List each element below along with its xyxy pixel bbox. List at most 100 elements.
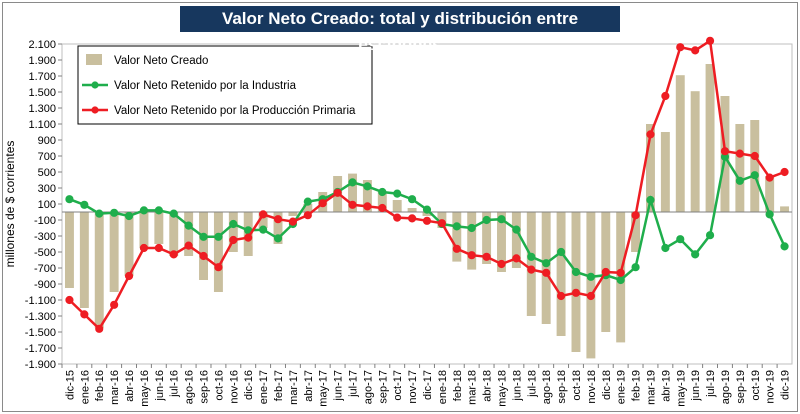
x-tick-label: dic-16 xyxy=(243,370,255,400)
series-point xyxy=(646,130,655,139)
y-axis-label: millones de $ corrientes xyxy=(3,141,17,268)
bar xyxy=(169,212,179,256)
bar xyxy=(94,212,104,328)
x-tick-label: abr-18 xyxy=(482,370,494,402)
series-point xyxy=(214,263,223,272)
series-point xyxy=(646,195,655,205)
series-point xyxy=(184,241,193,250)
x-tick-label: oct-18 xyxy=(571,370,583,401)
series-point xyxy=(422,205,432,214)
legend-label: Valor Neto Retenido por la Producción Pr… xyxy=(114,105,356,117)
series-point xyxy=(631,211,640,220)
bar xyxy=(556,212,566,336)
series-point xyxy=(80,200,89,209)
x-tick-label: mar-17 xyxy=(288,370,300,405)
x-tick-label: jul-16 xyxy=(169,370,181,398)
bar xyxy=(646,124,655,212)
bar xyxy=(750,120,760,212)
bar xyxy=(258,212,268,228)
series-point xyxy=(65,295,74,305)
x-tick-label: ene-17 xyxy=(258,370,270,404)
series-point xyxy=(571,288,581,297)
y-tick-label: -1.700 xyxy=(25,343,56,355)
x-tick-label: may-18 xyxy=(496,370,508,407)
series-point xyxy=(586,272,595,281)
series-point xyxy=(542,268,551,277)
series-point xyxy=(676,235,685,244)
series-point xyxy=(750,171,759,180)
chart-title: Valor Neto Creado: total y distribución … xyxy=(180,6,620,54)
series-point xyxy=(735,149,744,158)
x-tick-label: mar-18 xyxy=(467,370,479,405)
series-point xyxy=(229,219,238,229)
x-tick-label: jun-17 xyxy=(333,370,345,402)
x-tick-label: nov-19 xyxy=(765,370,777,404)
x-tick-label: nov-16 xyxy=(228,370,240,404)
x-tick-label: abr-16 xyxy=(124,370,136,402)
series-point xyxy=(616,275,625,285)
series-point xyxy=(512,225,521,234)
bar xyxy=(64,212,74,288)
series-point xyxy=(705,36,715,45)
y-tick-label: -1.900 xyxy=(25,359,56,371)
legend-marker xyxy=(91,81,99,89)
series-point xyxy=(437,219,446,228)
series-point xyxy=(110,300,119,309)
series-point xyxy=(139,243,149,253)
series-point xyxy=(631,263,640,272)
y-tick-label: -300 xyxy=(34,231,56,243)
series-point xyxy=(65,195,74,204)
series-point xyxy=(393,213,402,222)
x-tick-label: mar-19 xyxy=(645,370,657,405)
series-point xyxy=(661,91,670,101)
series-point xyxy=(363,202,372,211)
series-point xyxy=(110,208,119,217)
x-tick-label: abr-19 xyxy=(660,370,672,402)
x-tick-label: oct-17 xyxy=(392,370,404,401)
series-point xyxy=(556,247,566,257)
bar xyxy=(199,212,208,280)
x-tick-label: ago-18 xyxy=(541,370,553,404)
series-point xyxy=(482,252,491,261)
series-point xyxy=(229,235,238,245)
series-point xyxy=(542,259,551,268)
x-tick-label: jun-18 xyxy=(511,370,523,402)
series-point xyxy=(378,203,387,213)
series-point xyxy=(720,147,730,156)
x-tick-label: feb-18 xyxy=(452,370,464,401)
legend-label: Valor Neto Creado xyxy=(114,55,208,67)
series-point xyxy=(408,195,417,204)
series-point xyxy=(169,250,178,259)
series-point xyxy=(259,210,268,219)
bar xyxy=(362,180,372,212)
series-point xyxy=(378,187,387,197)
series-point xyxy=(527,265,536,274)
x-tick-label: oct-16 xyxy=(213,370,225,401)
x-tick-label: abr-17 xyxy=(303,370,315,402)
x-tick-label: dic-15 xyxy=(64,370,76,400)
bar xyxy=(690,91,700,212)
y-tick-label: -1.100 xyxy=(25,295,56,307)
bar xyxy=(571,212,581,352)
bar xyxy=(765,176,775,212)
bar xyxy=(139,212,149,248)
x-tick-label: sep-18 xyxy=(556,370,568,404)
x-tick-label: ene-18 xyxy=(437,370,449,404)
bar xyxy=(273,212,283,244)
bar xyxy=(497,212,506,272)
series-point xyxy=(497,215,506,224)
x-tick-label: jul-18 xyxy=(526,370,538,398)
bar xyxy=(586,212,596,359)
series-point xyxy=(259,225,268,234)
bar xyxy=(392,200,402,212)
series-point xyxy=(571,267,581,277)
bar xyxy=(660,132,670,212)
x-tick-label: jul-17 xyxy=(348,370,360,398)
series-point xyxy=(467,223,476,233)
series-point xyxy=(750,151,759,161)
y-tick-label: 700 xyxy=(38,151,56,163)
bar xyxy=(124,212,134,276)
series-point xyxy=(735,176,744,185)
bar xyxy=(526,212,536,316)
legend-label: Valor Neto Retenido por la Industria xyxy=(114,80,297,92)
